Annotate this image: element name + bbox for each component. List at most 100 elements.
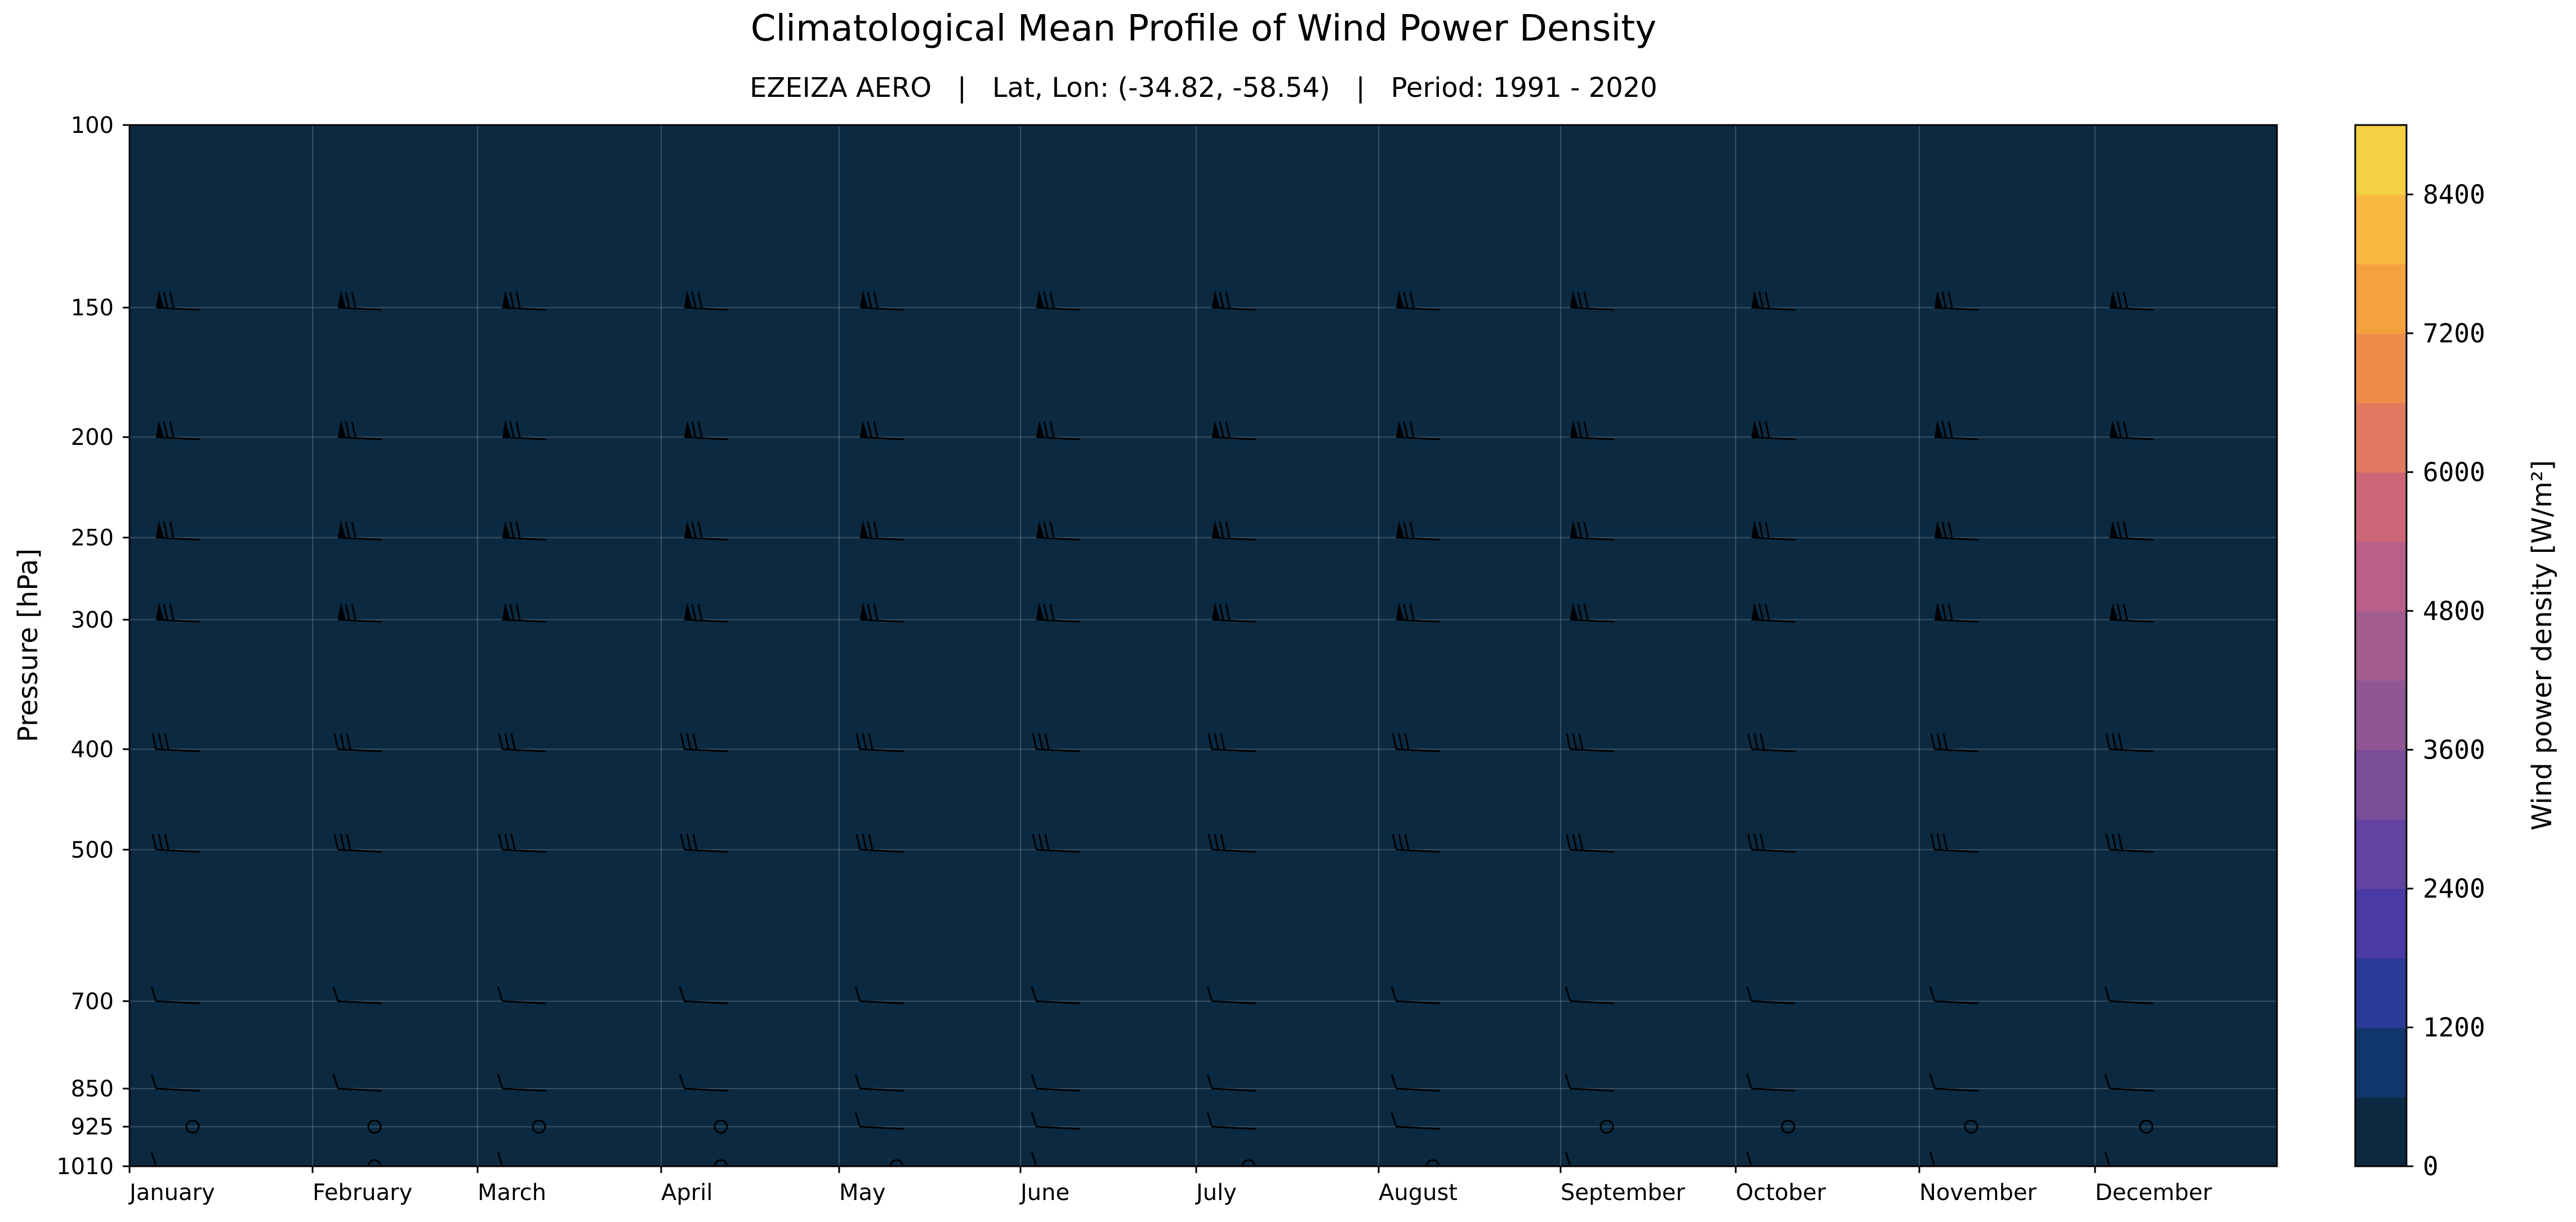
wind-barb-flag bbox=[510, 833, 516, 850]
wind-barb bbox=[1390, 986, 1441, 1005]
x-tick-label: December bbox=[2095, 1180, 2212, 1206]
colorbar-tick-label: 1200 bbox=[2423, 1012, 2485, 1042]
wind-barb-pennant bbox=[860, 420, 868, 438]
wind-barb-flag bbox=[1758, 291, 1764, 308]
wind-barb-flag bbox=[873, 604, 879, 620]
wind-barb bbox=[859, 291, 904, 311]
wind-barb-pennant bbox=[502, 603, 510, 620]
colorbar-segment bbox=[2355, 680, 2406, 751]
wind-barb-flag bbox=[515, 604, 521, 620]
wind-barb-staff bbox=[684, 436, 729, 440]
wind-barb-staff bbox=[684, 306, 729, 311]
wind-barb-flag bbox=[150, 986, 157, 1002]
wind-barb-flag bbox=[2104, 986, 2111, 1002]
wind-barb-flag bbox=[854, 986, 861, 1002]
wind-barb-flag bbox=[862, 833, 867, 850]
wind-barb-flag bbox=[1929, 986, 1936, 1002]
wind-barb-flag bbox=[340, 833, 345, 850]
wind-barb bbox=[1390, 1112, 1441, 1130]
wind-barb-flag bbox=[2123, 421, 2128, 438]
wind-barb-flag bbox=[1031, 1151, 1037, 1166]
wind-barb-flag bbox=[679, 1073, 685, 1089]
wind-barb-flag bbox=[340, 733, 345, 750]
wind-barb-flag bbox=[1572, 733, 1577, 750]
wind-barb bbox=[684, 520, 729, 541]
y-tick-label: 850 bbox=[71, 1076, 114, 1102]
wind-barb-flag bbox=[2123, 521, 2128, 538]
wind-barb bbox=[502, 603, 547, 623]
wind-barb-staff bbox=[1751, 436, 1796, 440]
wind-barb-staff bbox=[502, 537, 547, 541]
wind-barb bbox=[1565, 986, 1615, 1005]
wind-barb-staff bbox=[684, 849, 729, 853]
wind-barb-flag bbox=[163, 291, 168, 308]
wind-barb-pennant bbox=[502, 420, 510, 438]
wind-barb-staff bbox=[1211, 748, 1256, 752]
wind-barb-staff bbox=[1036, 306, 1081, 311]
wind-barb bbox=[502, 291, 547, 311]
colorbar-segment bbox=[2355, 888, 2406, 959]
wind-barb-pennant bbox=[1036, 291, 1044, 308]
wind-barb-flag bbox=[2116, 291, 2122, 308]
wind-barb-flag bbox=[1929, 1073, 1936, 1089]
wind-barb bbox=[497, 1151, 519, 1166]
y-tick-label: 400 bbox=[71, 737, 114, 762]
wind-barb bbox=[1031, 1112, 1081, 1130]
wind-barb-flag bbox=[1941, 521, 1947, 538]
wind-barb-flag bbox=[151, 833, 157, 850]
wind-barb-staff bbox=[1570, 436, 1615, 440]
colorbar-segment bbox=[2355, 750, 2406, 820]
wind-barb bbox=[854, 1112, 904, 1130]
wind-barb-flag bbox=[855, 833, 861, 850]
wind-barb-flag bbox=[509, 291, 515, 308]
colorbar-segment bbox=[2355, 403, 2406, 473]
wind-barb-pennant bbox=[338, 603, 346, 620]
calm-wind-marker bbox=[367, 1159, 382, 1166]
wind-barb-flag bbox=[1759, 733, 1765, 750]
wind-barb-flag bbox=[1219, 291, 1224, 308]
wind-barb-staff bbox=[1036, 537, 1081, 541]
wind-barb-flag bbox=[509, 521, 515, 538]
wind-barb-flag bbox=[2116, 421, 2122, 438]
wind-barb-staff bbox=[1570, 1000, 1615, 1005]
wind-barb bbox=[333, 733, 382, 752]
wind-barb-staff bbox=[1934, 537, 1979, 541]
wind-barb-flag bbox=[1583, 521, 1589, 538]
wind-barb bbox=[337, 603, 382, 623]
wind-barb-flag bbox=[497, 1151, 503, 1166]
wind-barb bbox=[150, 1073, 200, 1092]
wind-barb-pennant bbox=[1751, 603, 1759, 620]
x-tick-label: March bbox=[478, 1180, 546, 1206]
wind-barb bbox=[1032, 733, 1081, 752]
wind-barb-flag bbox=[1758, 421, 1764, 438]
wind-barb-staff bbox=[1036, 748, 1081, 752]
wind-barb-staff bbox=[1211, 618, 1256, 623]
wind-barb bbox=[1036, 603, 1081, 623]
wind-barb-staff bbox=[1934, 849, 1979, 853]
wind-barb-flag bbox=[2118, 733, 2123, 750]
wind-barb-flag bbox=[867, 421, 872, 438]
wind-barb-pennant bbox=[2110, 603, 2118, 620]
y-tick-label: 200 bbox=[71, 425, 114, 451]
y-tick-label: 300 bbox=[71, 607, 114, 633]
colorbar-tick-label: 0 bbox=[2423, 1151, 2439, 1181]
wind-barb bbox=[1211, 291, 1256, 311]
wind-barb-flag bbox=[1404, 733, 1410, 750]
wind-barb-flag bbox=[1219, 421, 1224, 438]
y-tick-label: 500 bbox=[71, 837, 114, 863]
plot-frame bbox=[128, 124, 2278, 1167]
wind-barb-staff bbox=[2109, 306, 2154, 311]
wind-barb-staff bbox=[1934, 306, 1979, 311]
wind-barb-flag bbox=[1392, 733, 1397, 750]
wind-barb-flag bbox=[862, 733, 867, 750]
wind-barb-flag bbox=[1577, 291, 1583, 308]
wind-barb bbox=[1396, 603, 1441, 623]
wind-barb-staff bbox=[859, 436, 904, 440]
wind-barb-staff bbox=[502, 618, 547, 623]
wind-barb bbox=[1751, 520, 1796, 541]
wind-barb-flag bbox=[1936, 833, 1942, 850]
wind-barb-staff bbox=[2109, 1087, 2154, 1092]
wind-barb-flag bbox=[1225, 604, 1231, 620]
wind-barb-flag bbox=[158, 733, 163, 750]
wind-barb-flag bbox=[1947, 291, 1953, 308]
